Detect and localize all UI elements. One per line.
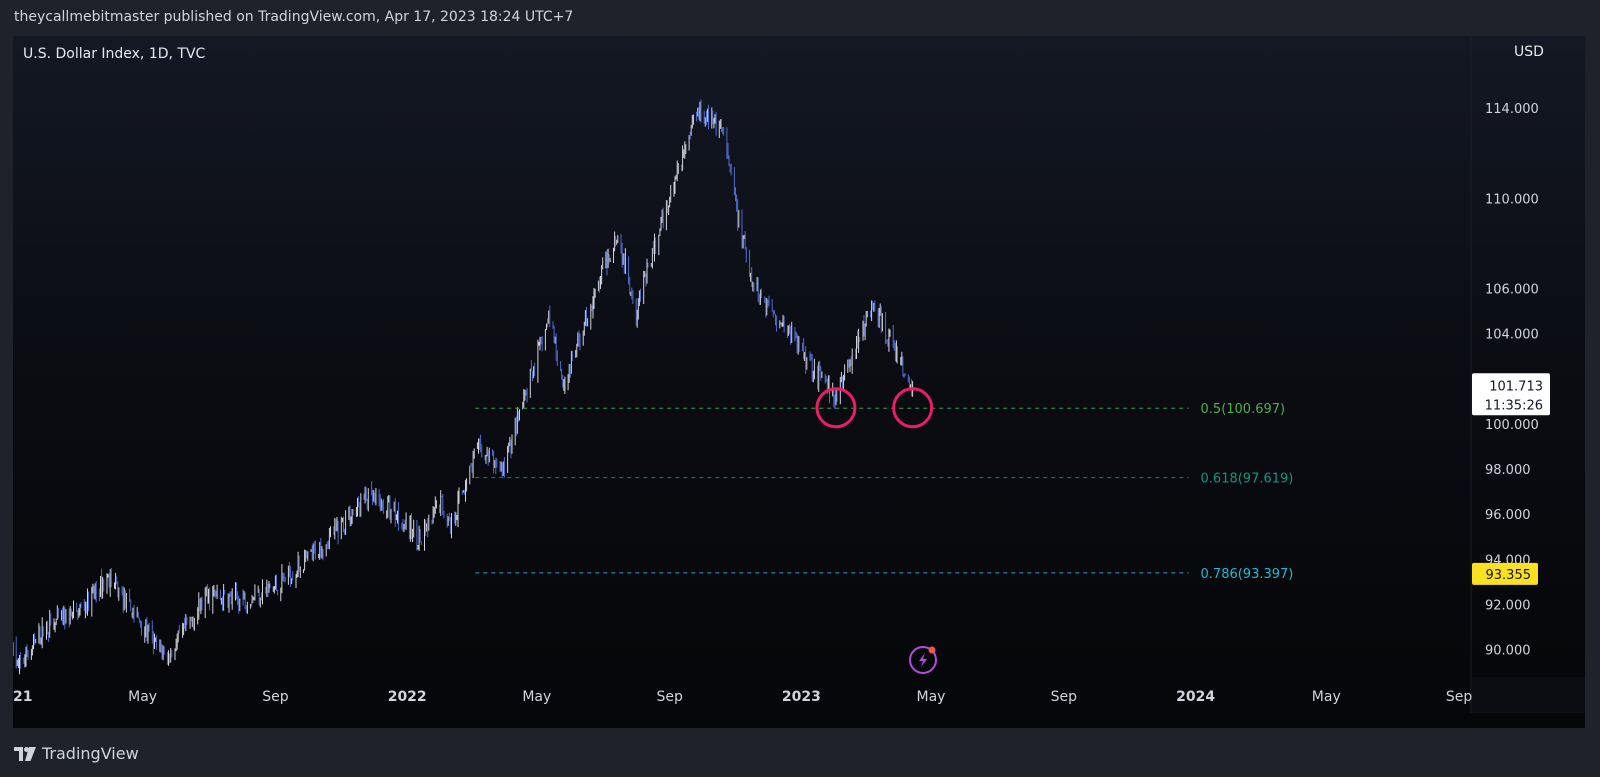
candles: [13, 99, 914, 675]
tradingview-logo-icon: [14, 746, 36, 761]
x-tick-label: 2021: [13, 689, 32, 705]
y-tick-label: 96.000: [1485, 508, 1531, 523]
yellow-price-tag: 93.355: [1472, 562, 1538, 585]
y-tick-label: 92.000: [1485, 598, 1531, 613]
fib-label-2: 0.786(93.397): [1201, 567, 1294, 582]
yellow-price-tag-bg: [1472, 562, 1538, 585]
lightning-alert-icon[interactable]: [909, 646, 937, 674]
x-tick-label: Sep: [656, 689, 683, 705]
x-tick-label: May: [128, 689, 157, 705]
tradingview-logo[interactable]: TradingView: [14, 744, 139, 763]
lightning-bolt-icon: [919, 653, 927, 667]
x-tick-label: Sep: [1446, 689, 1473, 705]
highlight-circle-0: [815, 387, 857, 429]
notification-dot: [928, 646, 936, 654]
x-tick-label: 2024: [1176, 689, 1215, 705]
last-price-tag: 101.713 11:35:26: [1472, 373, 1550, 416]
tradingview-brand: TradingView: [42, 744, 139, 763]
y-tick-label: 104.000: [1485, 328, 1539, 343]
chart-area[interactable]: 0.5(100.697) 0.618(97.619) 0.786(93.397) 11…: [13, 36, 1585, 728]
price-chart[interactable]: 0.5(100.697) 0.618(97.619) 0.786(93.397) 11…: [13, 36, 1585, 728]
publish-info: theycallmebitmaster published on Trading…: [14, 9, 574, 25]
x-tick-label: Sep: [1051, 689, 1078, 705]
last-price-value: 101.713: [1489, 379, 1543, 394]
y-tick-label: 98.000: [1485, 463, 1531, 478]
x-tick-label: May: [917, 689, 946, 705]
lightning-alert-ring: [909, 646, 937, 674]
x-tick-label: Sep: [262, 689, 289, 705]
fib-label-1: 0.618(97.619): [1201, 472, 1294, 487]
x-tick-label: 2023: [782, 689, 821, 705]
currency-label[interactable]: USD: [1514, 44, 1544, 60]
x-tick-label: May: [522, 689, 551, 705]
y-tick-label: 114.000: [1485, 102, 1539, 117]
countdown-timer: 11:35:26: [1485, 398, 1543, 413]
y-tick-label: 106.000: [1485, 283, 1539, 298]
yellow-price-value: 93.355: [1486, 568, 1532, 583]
axis-corner: [1472, 677, 1585, 713]
y-tick-label: 90.000: [1485, 643, 1531, 658]
x-tick-label: 2022: [388, 689, 427, 705]
y-tick-label: 110.000: [1485, 192, 1539, 207]
symbol-title[interactable]: U.S. Dollar Index, 1D, TVC: [23, 46, 206, 62]
y-tick-label: 100.000: [1485, 418, 1539, 433]
time-axis-strip: [13, 677, 1471, 713]
highlight-circle-1: [892, 387, 934, 429]
last-price-tag-bg: [1472, 373, 1550, 416]
fib-label-0: 0.5(100.697): [1201, 402, 1286, 417]
x-tick-label: May: [1312, 689, 1341, 705]
